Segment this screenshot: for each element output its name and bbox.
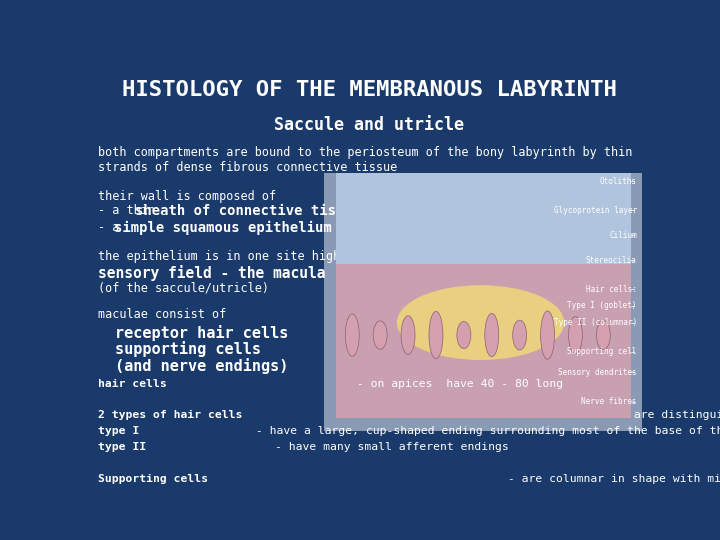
Ellipse shape — [541, 320, 554, 350]
Text: type I: type I — [99, 426, 140, 436]
Text: - are columnar in shape with microvilli on their apical surfaces, between hair c: - are columnar in shape with microvilli … — [501, 474, 720, 483]
Text: receptor hair cells: receptor hair cells — [115, 325, 289, 341]
Text: sensory field - the macula: sensory field - the macula — [99, 265, 326, 281]
FancyBboxPatch shape — [90, 65, 648, 114]
Ellipse shape — [373, 312, 387, 358]
Text: (and nerve endings): (and nerve endings) — [115, 358, 289, 374]
Text: - a: - a — [99, 221, 127, 234]
Text: Stereocilia: Stereocilia — [586, 256, 637, 265]
Text: their wall is composed of: their wall is composed of — [99, 190, 276, 202]
Ellipse shape — [596, 316, 611, 354]
Ellipse shape — [397, 285, 564, 360]
Text: Saccule and utricle: Saccule and utricle — [274, 116, 464, 134]
Ellipse shape — [346, 312, 359, 359]
Ellipse shape — [457, 315, 471, 355]
Text: - have many small afferent endings: - have many small afferent endings — [274, 442, 508, 452]
Text: the epithelium is in one site higher and forms: the epithelium is in one site higher and… — [99, 250, 426, 263]
Text: (of the saccule/utricle): (of the saccule/utricle) — [99, 282, 269, 295]
Text: Type I (goblet): Type I (goblet) — [567, 301, 637, 310]
Text: 2 types of hair cells: 2 types of hair cells — [99, 410, 243, 420]
Text: - a thin: - a thin — [99, 204, 163, 217]
Text: Type II (columnar): Type II (columnar) — [554, 318, 637, 327]
Text: Sensory dendrites: Sensory dendrites — [558, 368, 637, 377]
FancyBboxPatch shape — [336, 173, 631, 265]
Text: HISTOLOGY OF THE MEMBRANOUS LABYRINTH: HISTOLOGY OF THE MEMBRANOUS LABYRINTH — [122, 80, 616, 100]
FancyBboxPatch shape — [336, 190, 631, 418]
Ellipse shape — [569, 310, 582, 360]
Text: are distinguished (according to the form of their afferent innervation:: are distinguished (according to the form… — [627, 410, 720, 420]
Text: simple squamous epithelium: simple squamous epithelium — [114, 221, 332, 235]
Text: supporting cells: supporting cells — [115, 341, 261, 357]
Text: Nerve fibres: Nerve fibres — [581, 397, 637, 406]
Ellipse shape — [513, 318, 526, 352]
Ellipse shape — [401, 318, 415, 353]
Text: maculae consist of: maculae consist of — [99, 308, 227, 321]
Text: Otoliths: Otoliths — [600, 177, 637, 186]
Text: Supporting cell: Supporting cell — [567, 347, 637, 356]
Text: sheath of connective tissue: sheath of connective tissue — [135, 204, 361, 218]
Ellipse shape — [429, 322, 443, 348]
Ellipse shape — [485, 319, 499, 352]
Text: Glycoprotein layer: Glycoprotein layer — [554, 206, 637, 215]
Text: Supporting cells: Supporting cells — [99, 474, 208, 483]
Text: - on apices  have 40 - 80 long: - on apices have 40 - 80 long — [350, 379, 570, 389]
Text: hair cells: hair cells — [99, 379, 167, 389]
Text: Cilium: Cilium — [609, 231, 637, 240]
Text: - have a large, cup-shaped ending surrounding most of the base of the cell,: - have a large, cup-shaped ending surrou… — [249, 426, 720, 436]
Text: both compartments are bound to the periosteum of the bony labyrinth by thin
stra: both compartments are bound to the perio… — [99, 146, 633, 174]
Text: Hair cells:: Hair cells: — [586, 285, 637, 294]
Text: type II: type II — [99, 442, 146, 452]
FancyBboxPatch shape — [324, 173, 642, 431]
